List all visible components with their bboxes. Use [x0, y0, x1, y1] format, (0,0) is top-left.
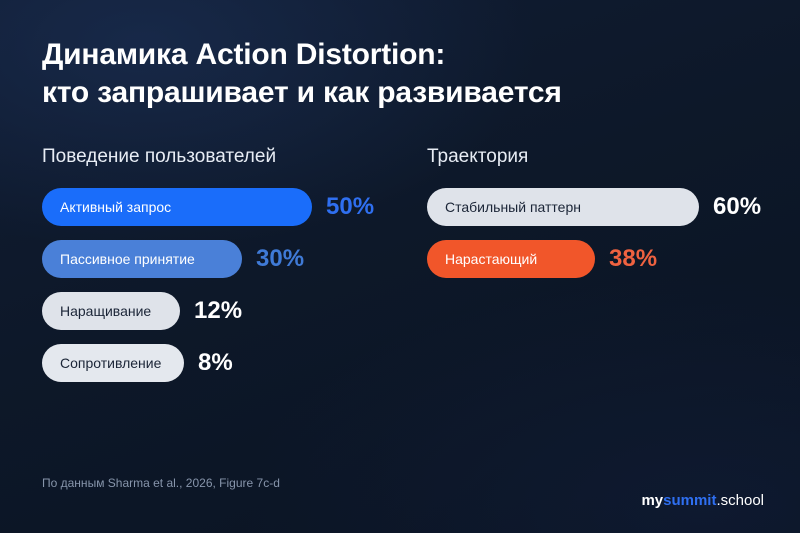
- column-header: Поведение пользователей: [42, 146, 277, 167]
- bar-label: Нарастающий: [445, 251, 538, 267]
- bar-value: 30%: [256, 245, 305, 272]
- bar-track: Сопротивление: [42, 344, 184, 382]
- bar-label: Пассивное принятие: [60, 251, 195, 267]
- bar-row: Наращивание 12%: [42, 292, 387, 330]
- bar-row: Нарастающий 38%: [427, 240, 772, 278]
- bar-track: Активный запрос: [42, 188, 312, 226]
- bar-label: Сопротивление: [60, 355, 162, 371]
- bar-track: Нарастающий: [427, 240, 595, 278]
- bar-value: 8%: [198, 349, 233, 376]
- bar-value: 50%: [326, 193, 375, 220]
- bar-label: Активный запрос: [60, 199, 172, 215]
- logo-my: my: [641, 492, 664, 509]
- brand-logo: mysummit.school: [641, 492, 764, 510]
- column-user-behavior: Поведение пользователей Активный запрос …: [42, 146, 387, 396]
- bar-value: 60%: [713, 193, 762, 220]
- bar-track: Наращивание: [42, 292, 180, 330]
- bar-track: Стабильный паттерн: [427, 188, 699, 226]
- logo-school: .school: [716, 492, 764, 509]
- column-trajectory: Траектория Стабильный паттерн 60% Нараст…: [427, 146, 772, 396]
- title-line-2: кто запрашивает и как развивается: [42, 76, 562, 109]
- logo-summit: summit: [663, 492, 717, 509]
- bar-track: Пассивное принятие: [42, 240, 242, 278]
- page-title: Динамика Action Distortion: кто запрашив…: [42, 36, 742, 112]
- title-line-1: Динамика Action Distortion:: [42, 38, 446, 71]
- bar-row: Сопротивление 8%: [42, 344, 387, 382]
- bar-label: Наращивание: [60, 303, 152, 319]
- bar-value: 38%: [609, 245, 658, 272]
- chart-columns: Поведение пользователей Активный запрос …: [42, 146, 772, 396]
- bar-row: Пассивное принятие 30%: [42, 240, 387, 278]
- column-header: Траектория: [427, 146, 529, 167]
- bar-label: Стабильный паттерн: [445, 199, 581, 215]
- bar-row: Активный запрос 50%: [42, 188, 387, 226]
- bar-value: 12%: [194, 297, 243, 324]
- bar-row: Стабильный паттерн 60%: [427, 188, 772, 226]
- source-note: По данным Sharma et al., 2026, Figure 7c…: [42, 476, 280, 490]
